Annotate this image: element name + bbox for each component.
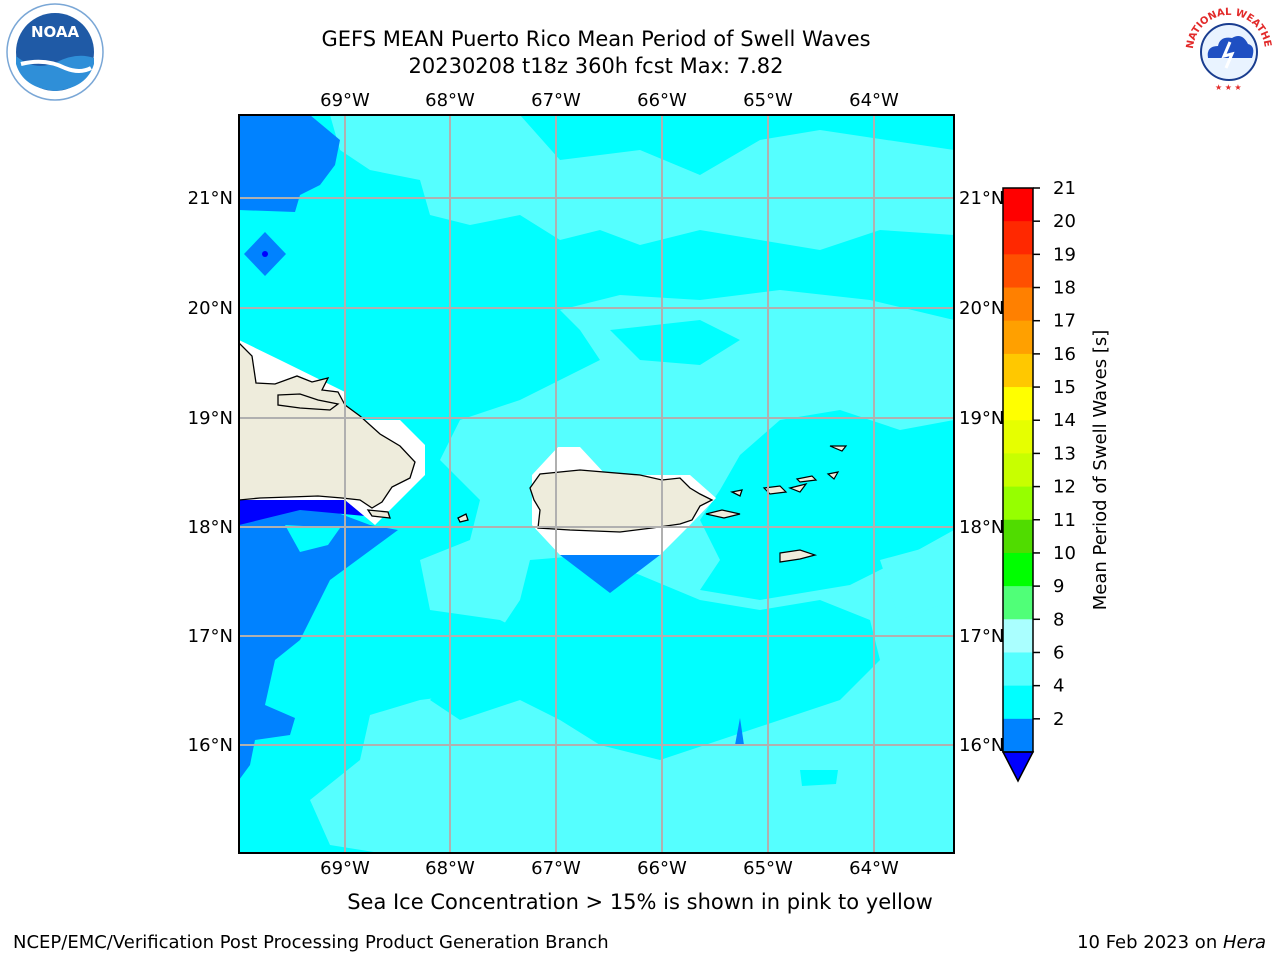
colorbar-tick-label: 13: [1053, 443, 1076, 464]
lat-labels-right: 21°N 20°N 19°N 18°N 17°N 16°N: [959, 188, 1004, 756]
colorbar-band: [1003, 320, 1033, 355]
colorbar-tick-label: 21: [1053, 178, 1076, 199]
colorbar-band: [1003, 254, 1033, 289]
chart-subtitle: 20230208 t18z 360h fcst Max: 7.82: [408, 54, 784, 78]
lat-label: 18°N: [959, 517, 1004, 538]
lon-label: 69°W: [320, 858, 370, 879]
contour-below-2s: [239, 251, 365, 525]
lon-labels-top: 69°W 68°W 67°W 66°W 65°W 64°W: [320, 90, 899, 111]
lat-label: 20°N: [188, 298, 233, 319]
lat-label: 20°N: [959, 298, 1004, 319]
footer-date: 10 Feb 2023 on Hera: [1077, 932, 1266, 953]
colorbar-band: [1003, 652, 1033, 687]
colorbar-tick-label: 18: [1053, 278, 1076, 299]
colorbar-band: [1003, 353, 1033, 388]
colorbar-tick-label: 14: [1053, 410, 1076, 431]
colorbar-band: [1003, 287, 1033, 322]
colorbar-tick-label: 10: [1053, 543, 1076, 564]
chart-title: GEFS MEAN Puerto Rico Mean Period of Swe…: [321, 27, 871, 51]
colorbar-frame: [1002, 187, 1034, 753]
lat-label: 19°N: [188, 408, 233, 429]
lat-label: 17°N: [188, 626, 233, 647]
footer-machine: Hera: [1222, 932, 1266, 953]
colorbar-tick-label: 12: [1053, 477, 1076, 498]
land-virgin-islands: [762, 445, 848, 563]
colorbar-tick-label: 20: [1053, 211, 1076, 232]
lon-label: 69°W: [320, 90, 370, 111]
svg-text:★ ★ ★: ★ ★ ★: [1215, 83, 1242, 92]
noaa-logo-text: NOAA: [31, 23, 80, 41]
lon-label: 68°W: [425, 90, 475, 111]
map-frame: [238, 114, 955, 854]
lon-label: 65°W: [743, 858, 793, 879]
colorbar-band: [1003, 188, 1033, 222]
colorbar-band: [1003, 685, 1033, 720]
contour-pocket: [285, 525, 340, 552]
colorbar-label: Mean Period of Swell Waves [s]: [1090, 330, 1111, 611]
lat-label: 21°N: [959, 188, 1004, 209]
lon-label: 66°W: [637, 90, 687, 111]
colorbar-tick-label: 2: [1053, 709, 1064, 730]
colorbar-band: [1003, 586, 1033, 620]
lon-label: 67°W: [531, 858, 581, 879]
map-plot-area: [239, 115, 954, 853]
lat-label: 17°N: [959, 626, 1004, 647]
colorbar-tick-label: 16: [1053, 344, 1076, 365]
lat-label: 18°N: [188, 517, 233, 538]
colorbar-band: [1003, 420, 1033, 454]
colorbar-band: [1003, 718, 1033, 753]
lon-label: 66°W: [637, 858, 687, 879]
nws-logo: NATIONAL WEATHER SERVICE ★ ★ ★: [1176, 0, 1278, 104]
colorbar-band: [1003, 221, 1033, 255]
land-hispaniola: [239, 342, 416, 519]
colorbar-band: [1003, 552, 1033, 587]
colorbar-tick-label: 11: [1053, 510, 1076, 531]
lat-label: 16°N: [959, 735, 1004, 756]
colorbar-band: [1003, 486, 1033, 521]
lon-label: 64°W: [849, 90, 899, 111]
colorbar-tick-label: 8: [1053, 609, 1064, 630]
sea-ice-note: Sea Ice Concentration > 15% is shown in …: [347, 890, 933, 914]
colorbar-tick-label: 6: [1053, 642, 1064, 663]
colorbar-tick-label: 17: [1053, 311, 1076, 332]
lon-label: 64°W: [849, 858, 899, 879]
noaa-logo: NOAA: [5, 2, 105, 106]
lon-labels-bottom: 69°W 68°W 67°W 66°W 65°W 64°W: [320, 858, 899, 879]
lon-label: 65°W: [743, 90, 793, 111]
lat-label: 21°N: [188, 188, 233, 209]
colorbar-tick-label: 4: [1053, 676, 1064, 697]
footer-date-text: 10 Feb 2023 on: [1077, 932, 1223, 953]
lat-label: 16°N: [188, 735, 233, 756]
colorbar-band: [1003, 619, 1033, 653]
colorbar-tick-label: 9: [1053, 576, 1064, 597]
colorbar: 21 20 19 18 17 16 15 14 13 12 11 10 9 8 6 4 2 Mean Perio…: [1001, 178, 1111, 783]
colorbar-band: [1003, 387, 1033, 421]
colorbar-tick-label: 15: [1053, 377, 1076, 398]
lat-labels-left: 21°N 20°N 19°N 18°N 17°N 16°N: [188, 188, 233, 756]
lat-label: 19°N: [959, 408, 1004, 429]
footer-credit: NCEP/EMC/Verification Post Processing Pr…: [13, 932, 609, 953]
colorbar-band: [1003, 453, 1033, 488]
colorbar-tick-label: 19: [1053, 244, 1076, 265]
colorbar-extend-arrow: [1001, 751, 1035, 783]
lon-label: 68°W: [425, 858, 475, 879]
lon-label: 67°W: [531, 90, 581, 111]
colorbar-band: [1003, 519, 1033, 554]
gridlines: [239, 115, 954, 853]
